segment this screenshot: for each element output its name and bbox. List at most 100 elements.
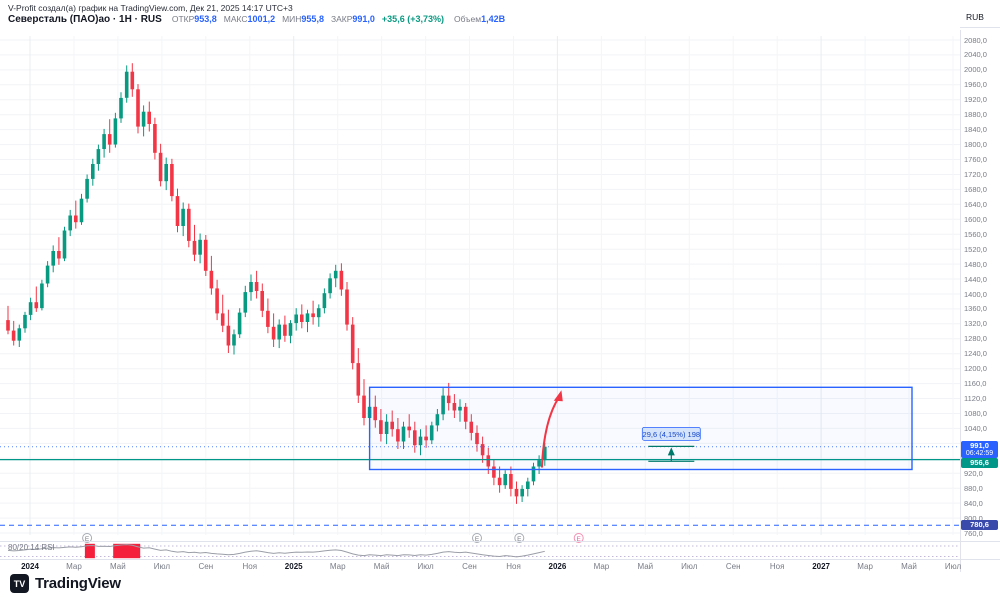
measure-label-box [641,426,701,441]
earnings-marker[interactable]: E [82,533,93,543]
rsi-signal-bar [113,543,141,559]
price-axis-label: 1080,0 [964,409,987,418]
teal-level-badge: 956,6 [961,457,998,468]
price-axis-label: 1360,0 [964,304,987,314]
price-axis-label: 2000,0 [964,65,987,75]
time-axis-label: Май [373,562,390,571]
time-axis-label: Июл [153,562,171,571]
countdown-badge: 06:42:59 [965,449,994,457]
svg-text:E: E [475,536,480,543]
rsi-signal-bar [84,543,95,559]
price-axis-label: 1680,0 [964,184,987,194]
price-axis-separator [960,30,961,572]
price-axis-label: 1280,0 [964,334,987,344]
svg-text:E: E [577,536,582,543]
price-axis-label: 1760,0 [964,155,987,164]
price-axis-label: 1040,0 [964,423,987,433]
ohlc-field-label: ЗАКР [330,14,353,24]
measure-label: 29,6 (4,15%) 198 [643,430,701,439]
time-axis-label: 2025 [284,562,303,571]
price-axis-label: 800,0 [964,513,983,523]
price-axis-label: 1480,0 [964,259,987,269]
tradingview-logo[interactable]: TV TradingView [10,574,121,593]
price-axis-label: 1640,0 [964,199,987,209]
price-axis-label: 1880,0 [964,110,987,120]
time-axis-label: Ноя [506,562,521,571]
ohlc-field-label: ОТКР [171,14,195,24]
arrow-drawing[interactable] [540,390,563,468]
time-axis-label: Ноя [242,562,258,571]
price-axis-label: 1720,0 [964,170,987,179]
price-axis-label: 1160,0 [964,379,987,389]
price-axis-label: 1520,0 [964,244,987,254]
price-range-tool[interactable]: 29,6 (4,15%) 198 [641,426,701,462]
price-axis-label: 2040,0 [964,50,987,60]
time-axis-label: 2026 [548,562,567,571]
price-axis-label: 1200,0 [964,364,987,374]
time-axis-label: Мар [857,562,873,571]
price-axis-label: 1320,0 [964,319,987,329]
time-axis-label: Май [110,562,126,571]
price-axis-label: 1960,0 [964,80,987,90]
rsi-label[interactable]: 80/20 14 RSI [8,543,55,552]
price-axis-label: 920,0 [964,468,983,478]
tradingview-logo-text: TradingView [35,575,121,592]
earnings-marker[interactable]: E [573,533,584,543]
price-axis-label: 1440,0 [964,274,987,284]
price-axis-label: 2080,0 [964,35,987,45]
price-axis-label: 840,0 [964,498,983,508]
navy-level-badge: 780,6 [961,520,998,531]
ohlc-field-value: 955,8 [301,14,324,24]
ohlc-field-label: МИН [282,14,302,24]
time-axis[interactable]: 2024 Мар Май Июл Сен Ноя 2025 Мар Май Июл Сен Ноя 20… [0,562,962,574]
svg-text:E: E [517,536,522,543]
ohlc-fields: ОТКР 953,8 МАКС 1001,2 МИН 955,8 ЗАКР 991,0 [172,14,382,24]
rsi-pane[interactable] [0,543,960,559]
price-axis-label: 760,0 [964,528,983,538]
main-chart[interactable]: 29,6 (4,15%) 198 E E E E [0,0,960,560]
pane-separator-top [0,541,1000,542]
time-axis-label: Мар [66,562,82,571]
ohlc-field-value: 953,8 [194,14,217,24]
time-axis-label: Мар [329,562,346,571]
price-change: +35,6 (+3,73%) [381,14,444,24]
symbol-title[interactable]: Северсталь (ПАО)ао · 1Н · RUS [8,14,162,25]
symbol-bar[interactable]: Северсталь (ПАО)ао · 1Н · RUS ОТКР 953,8 М… [8,14,512,25]
axis-top-separator [960,27,1000,28]
attribution: V-Profit создал(а) график на TradingView… [8,3,293,13]
time-axis-label: Июл [681,562,698,571]
ohlc-field-value: 991,0 [352,14,375,24]
price-axis-label: 1920,0 [964,95,987,105]
svg-text:E: E [85,536,90,543]
volume-value: 1,42В [481,14,506,24]
rsi-line [7,544,545,558]
tradingview-logo-icon: TV [10,574,29,593]
grid [0,36,960,535]
rectangle-drawing[interactable] [368,386,913,471]
time-axis-label: Сен [462,562,477,571]
time-axis-label: 2024 [21,562,39,571]
time-axis-label: 2027 [812,562,830,571]
time-axis-label: Июл [417,562,434,571]
price-axis-label: 1400,0 [964,289,987,299]
price-axis-label: 1560,0 [964,229,987,239]
candles-series[interactable] [6,63,547,504]
time-axis-label: Май [901,562,917,571]
volume-label: Объем [453,14,482,24]
price-axis-label: 1240,0 [964,349,987,359]
earnings-marker[interactable]: E [514,533,525,543]
time-axis-label: Мар [593,562,610,571]
time-axis-label: Июл [944,562,962,571]
time-axis-label: Ноя [769,562,785,571]
price-axis-label: 880,0 [964,483,983,493]
price-axis-label: 1800,0 [964,140,987,150]
time-axis-label: Сен [725,562,741,571]
time-axis-label: Май [637,562,654,571]
earnings-marker[interactable]: E [472,533,482,543]
ohlc-field-label: МАКС [223,14,248,24]
price-axis-label: 1840,0 [964,125,987,135]
pane-separator-bottom [0,559,1000,560]
currency-label[interactable]: RUB [966,12,984,22]
ohlc-field-value: 1001,2 [247,14,276,24]
